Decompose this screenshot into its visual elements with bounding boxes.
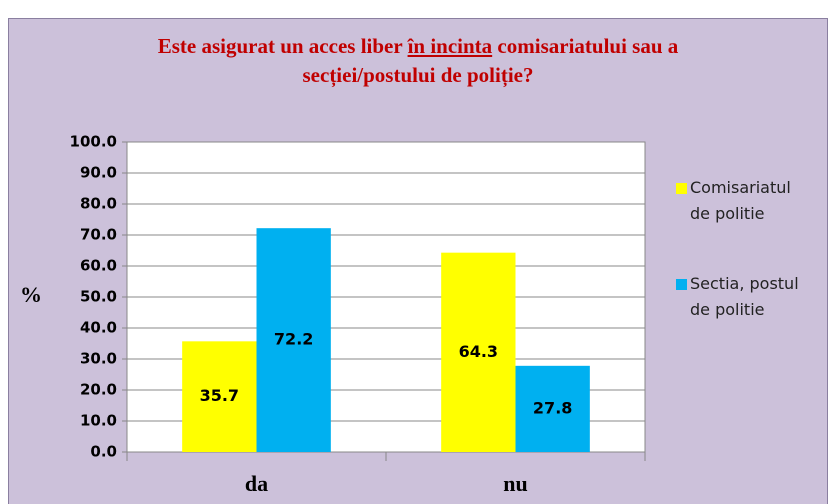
y-tick-label: 90.0: [80, 164, 117, 182]
title-part: comisariatului sau a: [497, 34, 679, 58]
bar: [256, 228, 331, 452]
bar: [441, 252, 516, 452]
y-tick-label: 70.0: [80, 226, 117, 244]
legend-label: Sectia, postul de politie: [690, 274, 799, 319]
y-tick-label: 30.0: [80, 350, 117, 368]
legend-item: Comisariatul de politie: [676, 175, 816, 227]
x-tick-label: da: [245, 471, 268, 496]
legend-label: Comisariatul de politie: [690, 178, 791, 223]
legend-swatch: [676, 183, 687, 194]
legend-item: Sectia, postul de politie: [676, 271, 816, 323]
y-tick-label: 100.0: [70, 133, 117, 151]
y-tick-label: 50.0: [80, 288, 117, 306]
title-part: Este asigurat un acces liber: [157, 34, 403, 58]
y-tick-label: 60.0: [80, 257, 117, 275]
bar: [515, 365, 590, 452]
y-tick-label: 0.0: [90, 443, 117, 461]
value-label: 27.8: [533, 398, 572, 417]
y-axis-label: %: [20, 282, 42, 307]
legend: Comisariatul de politie Sectia, postul de…: [676, 175, 816, 367]
title-part: secției/postului de poliție?: [302, 63, 534, 87]
value-label: 64.3: [459, 342, 498, 361]
title-part-underlined: în incinta: [407, 34, 493, 58]
bar: [182, 341, 257, 452]
y-tick-label: 40.0: [80, 319, 117, 337]
y-tick-label: 80.0: [80, 195, 117, 213]
value-label: 35.7: [200, 386, 239, 405]
value-label: 72.2: [274, 330, 313, 349]
y-tick-label: 10.0: [80, 412, 117, 430]
x-tick-label: nu: [503, 471, 527, 496]
legend-swatch: [676, 279, 687, 290]
y-tick-label: 20.0: [80, 381, 117, 399]
chart-title: Este asigurat un acces liber în incinta …: [8, 32, 828, 90]
